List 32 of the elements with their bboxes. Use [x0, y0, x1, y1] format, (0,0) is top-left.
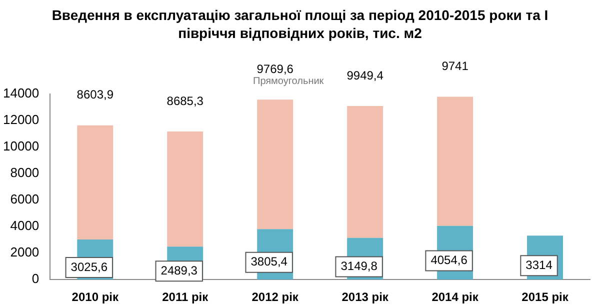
y-tick-label: 0	[32, 271, 40, 286]
x-tick-label: 2013 рік	[342, 290, 390, 304]
data-label: 3025,6	[70, 260, 108, 274]
data-label: 3314	[526, 258, 553, 272]
data-label: 2489,3	[160, 263, 198, 278]
bar	[257, 100, 294, 230]
data-label: 4054,6	[430, 253, 468, 268]
data-label: 9741	[442, 59, 469, 74]
bar	[347, 106, 384, 238]
y-tick-label: 8000	[10, 165, 40, 180]
chart-title: Введення в експлуатацію загальної площі за період 2010-2015 роки та І півріччя відповідних років, тис. м2	[50, 6, 550, 43]
data-label: 3805,4	[250, 254, 288, 269]
x-tick-label: 2011 рік	[162, 290, 210, 304]
x-tick-label: 2012 рік	[252, 290, 300, 304]
y-tick-label: 10000	[2, 138, 40, 154]
y-tick-label: 12000	[2, 112, 40, 128]
y-tick-label: 4000	[10, 218, 40, 234]
data-label: 3149,8	[340, 259, 378, 274]
y-tick-label: 2000	[10, 244, 40, 260]
x-tick-label: 2010 рік	[72, 290, 120, 304]
bar	[167, 131, 204, 247]
data-label: 8685,3	[166, 94, 204, 108]
x-tick-label: 2014 рік	[432, 290, 480, 304]
text: Прямоугольник	[250, 76, 327, 87]
bar	[77, 125, 114, 240]
x-tick-label: 2015 рік	[522, 290, 570, 304]
y-tick-label: 6000	[10, 192, 40, 207]
data-label: 9949,4	[346, 68, 384, 82]
data-label: 8603,9	[76, 88, 114, 102]
data-label: 9769,6	[256, 62, 294, 76]
bar	[437, 96, 474, 226]
y-tick-label: 14000	[2, 86, 40, 101]
